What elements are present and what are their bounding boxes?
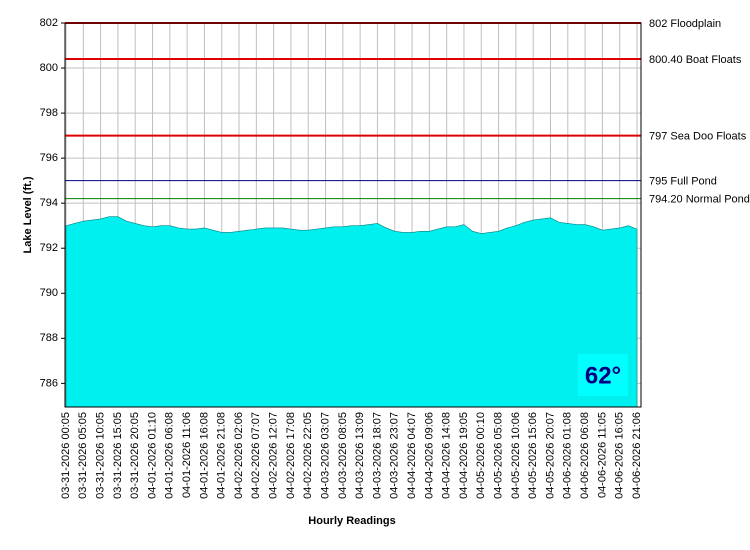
x-tick-label: 04-01-2026 06:08 [164,412,176,499]
x-tick-label: 04-05-2026 20:07 [544,412,556,499]
x-tick-label: 04-02-2026 12:07 [268,412,280,499]
area [65,216,638,408]
x-tick-label: 04-04-2026 19:05 [458,412,470,499]
reference-label: 797 Sea Doo Floats [649,131,747,143]
x-tick-label: 04-03-2026 03:07 [319,412,331,499]
temperature: 62° [585,362,621,389]
x-tick-label: 04-01-2026 16:08 [198,412,210,499]
y-tick-label: 802 [40,17,58,29]
reference-label: 795 Full Pond [649,176,717,188]
x-tick-label: 03-31-2026 05:05 [77,412,89,499]
x-tick-label: 04-05-2026 00:10 [475,412,487,499]
x-tick-label: 04-06-2026 06:08 [579,412,591,499]
x-tick-label: 04-02-2026 02:06 [233,412,245,499]
x-tick-label: 04-02-2026 17:08 [285,412,297,499]
x-tick-label: 04-04-2026 14:08 [441,412,453,499]
y-axis-title: Lake Level (ft.) [22,176,34,253]
y-tick-label: 796 [40,152,58,164]
x-tick-label: 04-01-2026 21:08 [216,412,228,499]
reference-label: 794.20 Normal Pond [649,194,750,206]
x-tick-label: 04-02-2026 22:05 [302,412,314,499]
x-tick-label: 04-01-2026 11:06 [181,412,193,498]
plot-border [64,22,642,408]
x-tick-label: 03-31-2026 20:05 [129,412,141,499]
x-tick-label: 04-06-2026 01:08 [562,412,574,499]
x-tick-label: 04-03-2026 18:07 [371,412,383,499]
x-tick-label: 04-03-2026 23:07 [389,412,401,499]
x-tick-label: 03-31-2026 10:05 [95,412,107,499]
x-tick-label: 04-05-2026 10:06 [510,412,522,499]
y-tick-label: 786 [40,377,58,389]
y-tick-label: 800 [40,62,58,74]
y-tick-label: 788 [40,332,58,344]
x-axis-title: Hourly Readings [308,515,395,527]
x-tick-label: 04-04-2026 09:06 [423,412,435,499]
x-tick-label: 04-05-2026 15:06 [527,412,539,499]
x-tick-label: 04-03-2026 13:09 [354,412,366,499]
y-tick-label: 798 [40,107,58,119]
x-tick-label: 04-02-2026 07:07 [250,412,262,499]
y-tick-label: 792 [40,242,58,254]
x-tick-label: 04-01-2026 01:10 [146,412,158,499]
temperature-box [578,354,628,396]
x-tick-label: 04-03-2026 08:05 [337,412,349,499]
x-tick-label: 04-04-2026 04:07 [406,412,418,499]
y-tick-label: 790 [40,287,58,299]
x-tick-label: 04-06-2026 21:06 [631,412,643,499]
x-tick-label: 03-31-2026 00:05 [60,412,72,499]
x-tick-label: 04-06-2026 11:05 [596,412,608,498]
y-tick-label: 794 [40,197,58,209]
x-tick-label: 04-06-2026 16:05 [614,412,626,499]
reference-label: 800.40 Boat Floats [649,54,742,66]
x-tick-label: 04-05-2026 05:08 [492,412,504,499]
reference-label: 802 Floodplain [649,18,721,30]
x-tick-label: 03-31-2026 15:05 [112,412,124,499]
